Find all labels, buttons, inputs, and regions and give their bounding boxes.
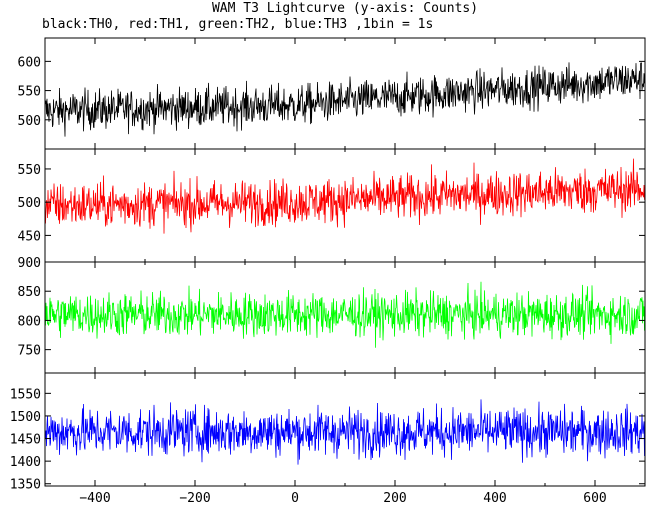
- x-tick-label: 600: [583, 491, 606, 505]
- chart-title: WAM T3 Lightcurve (y-axis: Counts): [212, 1, 478, 16]
- series-line-th0: [45, 62, 645, 137]
- y-tick-label: 550: [18, 163, 41, 178]
- x-tick-label: −400: [79, 491, 110, 505]
- y-tick-label: 800: [18, 314, 41, 329]
- y-tick-label: 900: [18, 256, 41, 271]
- y-tick-label: 750: [18, 344, 41, 359]
- panel-th3: 1350 1400 1450 1500 1550: [10, 372, 646, 493]
- panels-group: 500 550 600 450 500 550 750 800 850 900 1350 1400 14…: [10, 37, 646, 493]
- y-tick-label: 1550: [10, 387, 41, 402]
- x-tick-label: 400: [483, 491, 506, 505]
- panel-th2: 750 800 850 900: [18, 256, 646, 374]
- x-tick-label: 200: [383, 491, 406, 505]
- chart-subtitle: black:TH0, red:TH1, green:TH2, blue:TH3 …: [42, 17, 433, 32]
- y-tick-label: 1450: [10, 433, 41, 448]
- y-tick-label: 500: [18, 196, 41, 211]
- series-line-th1: [45, 158, 645, 234]
- y-tick-label: 1400: [10, 455, 41, 470]
- x-axis: −400 −200 0 200 400 600: [79, 491, 606, 505]
- x-tick-label: 0: [291, 491, 299, 505]
- x-tick-label: −200: [179, 491, 210, 505]
- series-line-th3: [45, 399, 645, 465]
- panel-th0: 500 550 600: [18, 37, 646, 150]
- series-line-th2: [45, 281, 645, 348]
- y-tick-label: 1350: [10, 478, 41, 493]
- y-tick-label: 450: [18, 229, 41, 244]
- y-tick-label: 850: [18, 285, 41, 300]
- y-tick-label: 1500: [10, 410, 41, 425]
- y-tick-label: 550: [18, 85, 41, 100]
- panel-th1: 450 500 550: [18, 148, 646, 263]
- y-tick-label: 500: [18, 114, 41, 129]
- y-tick-label: 600: [18, 55, 41, 70]
